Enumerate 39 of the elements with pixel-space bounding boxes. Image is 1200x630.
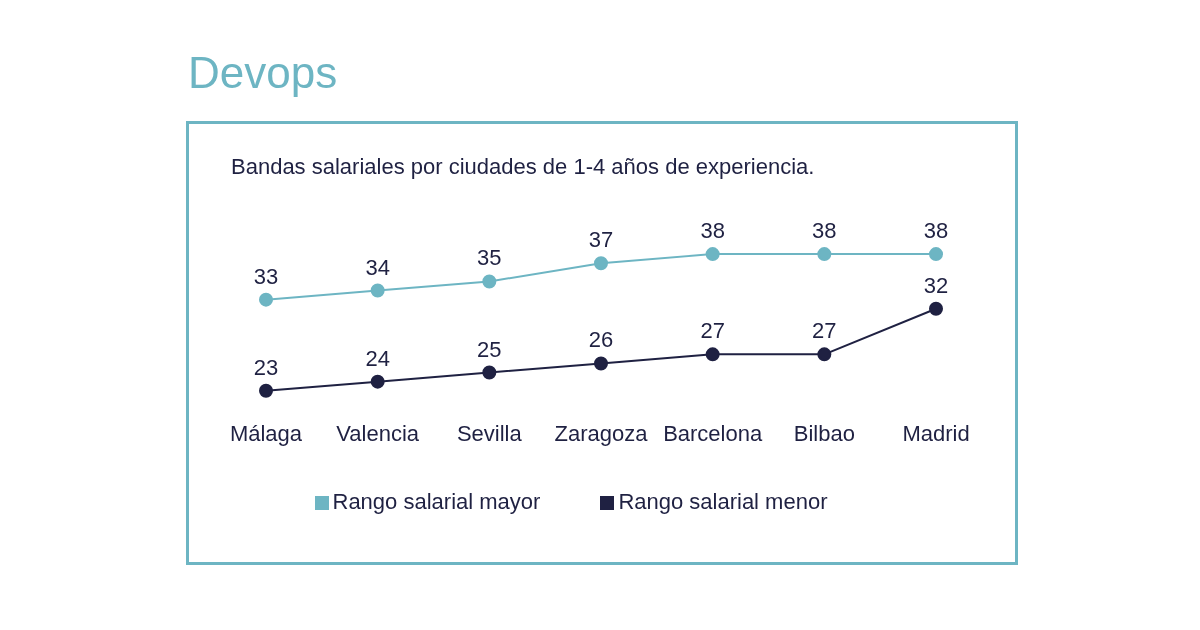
data-label: 32: [923, 272, 949, 298]
point: [482, 274, 497, 289]
x-tick-label: Madrid: [902, 420, 970, 446]
data-label: 38: [812, 218, 837, 244]
point: [705, 347, 720, 362]
point: [705, 247, 720, 262]
point: [929, 301, 943, 316]
point: [594, 356, 608, 371]
chart-title: Devops: [188, 48, 338, 98]
data-label: 25: [477, 336, 502, 362]
x-tick-label: Valencia: [336, 420, 420, 446]
data-label: 35: [477, 245, 502, 271]
x-tick-label: Barcelona: [663, 420, 763, 446]
data-label: 37: [588, 227, 614, 253]
data-label: 38: [923, 218, 949, 244]
x-tick-label: Bilbao: [793, 420, 855, 446]
point: [929, 247, 943, 262]
data-label: 38: [700, 218, 725, 244]
point: [259, 383, 273, 398]
data-label: 27: [700, 318, 725, 344]
x-tick-label: Sevilla: [456, 420, 523, 446]
point: [259, 292, 273, 307]
data-label: 33: [253, 263, 279, 289]
chart-subtitle: Bandas salariales por ciudades de 1-4 años de experiencia.: [231, 154, 815, 180]
point: [370, 283, 385, 298]
data-label: 24: [365, 345, 390, 371]
point: [370, 374, 385, 389]
data-label: 27: [812, 318, 837, 344]
legend-label: Rango salarial mayor: [332, 489, 541, 514]
data-label: 23: [253, 354, 279, 380]
legend-label: Rango salarial menor: [618, 489, 828, 514]
point: [482, 365, 497, 380]
point: [817, 247, 832, 262]
data-label: 26: [588, 327, 614, 353]
data-label: 34: [365, 254, 390, 280]
x-tick-label: Málaga: [229, 420, 303, 446]
x-tick-label: Zaragoza: [554, 420, 649, 446]
point: [594, 256, 608, 271]
point: [817, 347, 832, 362]
